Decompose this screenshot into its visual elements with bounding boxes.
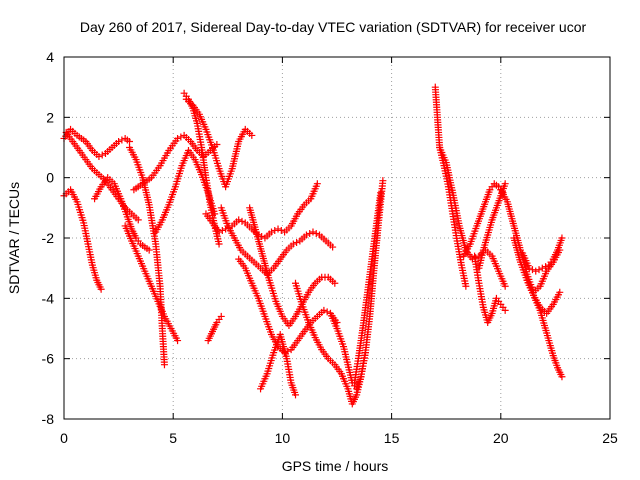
x-tick-label: 15: [384, 430, 400, 446]
data-point: [126, 137, 134, 145]
data-point: [174, 134, 182, 142]
y-tick-label: 4: [46, 49, 54, 65]
data-point: [235, 216, 243, 224]
data-point: [377, 189, 385, 197]
data-point: [134, 216, 142, 224]
data-point: [293, 239, 301, 247]
data-point: [98, 151, 106, 159]
x-tick-label: 20: [493, 430, 509, 446]
x-tick-label: 25: [602, 430, 618, 446]
data-point: [329, 243, 337, 251]
data-point: [289, 240, 297, 248]
axis-ticks: 0 5 10 15 20 25 -8 -6 -4 -2 0 2 4: [42, 49, 618, 446]
x-tick-label: 0: [60, 430, 68, 446]
data-point: [160, 361, 168, 369]
data-point: [215, 240, 223, 248]
data-point: [271, 226, 279, 234]
data-point: [538, 264, 546, 272]
data-point: [535, 266, 543, 274]
data-point: [501, 306, 509, 314]
data-point: [238, 217, 246, 225]
data-point: [558, 234, 566, 242]
data-point: [525, 264, 533, 272]
data-point: [95, 153, 103, 161]
data-point: [215, 228, 223, 236]
y-tick-label: 2: [46, 109, 54, 125]
data-point: [528, 266, 536, 274]
data-point: [248, 131, 256, 139]
x-axis-title: GPS time / hours: [282, 458, 389, 474]
chart-title: Day 260 of 2017, Sidereal Day-to-day VTE…: [80, 19, 587, 35]
data-point: [218, 226, 226, 234]
y-tick-label: 0: [46, 170, 54, 186]
data-point: [115, 137, 123, 145]
data-point: [379, 177, 387, 185]
data-point: [302, 231, 310, 239]
data-point: [312, 229, 320, 237]
data-point: [501, 282, 509, 290]
data-point: [292, 391, 300, 399]
data-point: [174, 337, 182, 345]
data-point: [217, 312, 225, 320]
data-point: [331, 279, 339, 287]
data-point: [542, 263, 550, 271]
data-point: [501, 180, 509, 188]
data-point: [145, 246, 153, 254]
data-point: [323, 308, 331, 316]
data-points: [60, 83, 566, 408]
y-tick-label: -4: [42, 290, 55, 306]
data-point: [274, 225, 282, 233]
x-tick-label: 10: [275, 430, 291, 446]
data-point: [558, 373, 566, 381]
data-point: [267, 228, 275, 236]
y-tick-label: -6: [42, 351, 55, 367]
data-point: [556, 288, 564, 296]
data-point: [309, 228, 317, 236]
y-axis-title: SDTVAR / TECUs: [6, 182, 22, 294]
data-point: [532, 267, 540, 275]
y-tick-label: -8: [42, 411, 55, 427]
data-point: [320, 306, 328, 314]
data-point: [97, 285, 105, 293]
x-tick-label: 5: [169, 430, 177, 446]
data-point: [313, 180, 321, 188]
data-point: [306, 229, 314, 237]
data-point: [462, 282, 470, 290]
grid-lines: [64, 57, 610, 419]
y-tick-label: -2: [42, 230, 55, 246]
